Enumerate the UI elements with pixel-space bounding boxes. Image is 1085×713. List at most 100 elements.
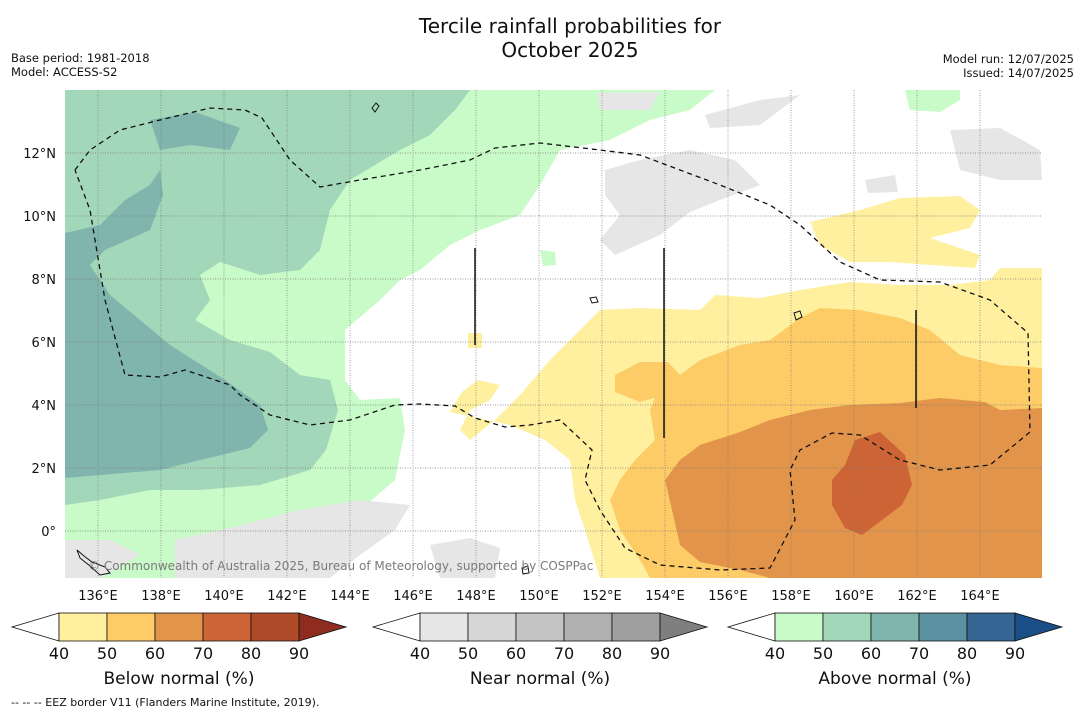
colorbar-segment: [966, 612, 1016, 642]
colorbar-tick: 90: [650, 644, 670, 663]
near-normal-40-50-patch-ne: [950, 128, 1042, 180]
above-normal-40-50-patch-6n: [540, 250, 556, 266]
title-line-2: October 2025: [501, 38, 639, 62]
near-normal-40-50-patch-mid-e: [865, 175, 898, 193]
copyright-notice: © Commonwealth of Australia 2025, Bureau…: [88, 559, 593, 573]
colorbar-segment: [918, 612, 968, 642]
colorbar-tick: 40: [410, 644, 430, 663]
colorbar-tick: 90: [1005, 644, 1025, 663]
lat-label: 12°N: [23, 147, 56, 162]
colorbar-above: 40 50 60 70 80 90 Above normal (%): [726, 612, 1064, 689]
lat-label: 6°N: [32, 336, 57, 351]
colorbar-tick: 70: [554, 644, 574, 663]
lat-label: 4°N: [32, 399, 57, 414]
near-normal-40-50-patch-sw: [65, 540, 140, 578]
colorbar-segment: [58, 612, 108, 642]
near-normal-40-50-patch-north: [597, 92, 660, 110]
lon-label: 154°E: [645, 589, 685, 604]
eez-border-palau-fsm-west: [74, 107, 1031, 571]
colorbar-title: Near normal (%): [470, 669, 610, 689]
latitude-labels: 12°N 10°N 8°N 6°N 4°N 2°N 0°: [23, 147, 56, 540]
near-normal-40-50-region-center: [600, 150, 760, 255]
near-normal-40-50-patch-east: [705, 95, 800, 128]
lon-label: 150°E: [519, 589, 559, 604]
colorbar-tick: 50: [813, 644, 833, 663]
colorbar-title: Below normal (%): [104, 669, 255, 689]
colorbar-tick: 90: [289, 644, 309, 663]
model-name: Model: ACCESS-S2: [11, 65, 118, 79]
island-palau: [76, 549, 111, 576]
colorbar-segment: [870, 612, 920, 642]
colorbar-max-arrow: [1014, 612, 1064, 642]
chart-title: Tercile rainfall probabilities for Octob…: [0, 14, 1085, 62]
colorbar-tick: 70: [193, 644, 213, 663]
colorbar-tick: 60: [506, 644, 526, 663]
colorbar-max-arrow: [659, 612, 709, 642]
colorbar-segment: [563, 612, 613, 642]
colorbar-segment: [611, 612, 661, 642]
colorbar-tick: 60: [861, 644, 881, 663]
lat-label: 8°N: [32, 273, 57, 288]
lon-label: 162°E: [897, 589, 937, 604]
lon-label: 136°E: [78, 589, 118, 604]
longitude-labels: 136°E 138°E 140°E 142°E 144°E 146°E 148°E 150°E…: [78, 589, 1000, 604]
below-normal-40-50-patch-10n: [810, 196, 980, 268]
island-chuuk: [589, 296, 599, 304]
colorbar-tick: 50: [458, 644, 478, 663]
colorbar-segment: [419, 612, 469, 642]
issued-date: Issued: 14/07/2025: [963, 66, 1074, 80]
colorbar-tick: 40: [765, 644, 785, 663]
above-normal-40-50-patch-ne: [905, 90, 960, 112]
model-run: Model run: 12/07/2025: [942, 52, 1074, 66]
colorbar-legends: 40 50 60 70 80 90 Below normal (%) 40 50 60 70 80 90…: [10, 612, 1064, 689]
colorbar-segment: [154, 612, 204, 642]
colorbar-min-arrow: [371, 612, 421, 642]
colorbar-tick: 80: [602, 644, 622, 663]
graticule: [65, 90, 1042, 578]
above-normal-60-70-region: [65, 170, 268, 478]
colorbar-segment: [822, 612, 872, 642]
island-pohnpei: [793, 310, 803, 321]
lon-label: 146°E: [393, 589, 433, 604]
island-coastlines: [76, 102, 803, 576]
eez-footnote: -- -- -- EEZ border V11 (Flanders Marine…: [11, 696, 320, 709]
colorbar-tick: 80: [241, 644, 261, 663]
lat-label: 0°: [41, 525, 56, 540]
meridian-segments: [474, 248, 917, 438]
lon-label: 158°E: [771, 589, 811, 604]
above-normal-60-70-patch-north: [150, 112, 240, 150]
eez-borders: [74, 107, 1031, 571]
lon-label: 142°E: [267, 589, 307, 604]
below-normal-70-80-region: [832, 432, 912, 535]
colorbar-tick: 80: [957, 644, 977, 663]
lon-label: 156°E: [708, 589, 748, 604]
lon-label: 140°E: [204, 589, 244, 604]
lat-label: 10°N: [23, 210, 56, 225]
base-period: Base period: 1981-2018: [11, 51, 150, 65]
near-normal-40-50-region-south: [175, 500, 410, 578]
lon-label: 144°E: [330, 589, 370, 604]
lat-label: 2°N: [32, 462, 57, 477]
lon-label: 138°E: [141, 589, 181, 604]
lon-label: 164°E: [960, 589, 1000, 604]
colorbar-max-arrow: [298, 612, 348, 642]
island-yap: [371, 102, 380, 113]
colorbar-tick: 70: [909, 644, 929, 663]
colorbar-segment: [467, 612, 517, 642]
near-normal-40-50-patch-south-center: [430, 538, 500, 578]
meta-right: Model run: 12/07/2025 Issued: 14/07/2025: [943, 52, 1074, 80]
colorbar-min-arrow: [726, 612, 776, 642]
colorbar-segment: [202, 612, 252, 642]
colorbar-below: 40 50 60 70 80 90 Below normal (%): [10, 612, 348, 689]
probability-field: © Commonwealth of Australia 2025, Bureau…: [65, 90, 1042, 578]
island-kosrae: [521, 565, 530, 575]
colorbar-segment: [106, 612, 156, 642]
colorbar-tick: 40: [49, 644, 69, 663]
colorbar-tick: 50: [97, 644, 117, 663]
title-line-1: Tercile rainfall probabilities for: [418, 14, 722, 38]
colorbar-near: 40 50 60 70 80 90 Near normal (%): [371, 612, 709, 689]
lon-label: 160°E: [834, 589, 874, 604]
colorbar-segment: [774, 612, 824, 642]
colorbar-segment: [515, 612, 565, 642]
